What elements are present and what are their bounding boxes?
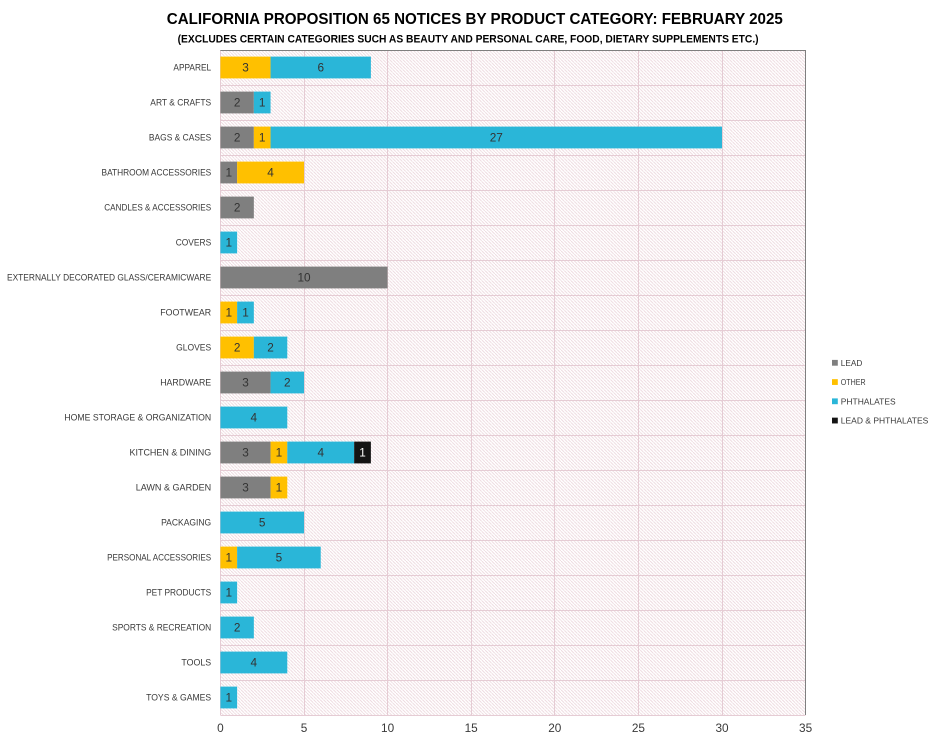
svg-text:CALIFORNIA PROPOSITION 65 NOTI: CALIFORNIA PROPOSITION 65 NOTICES BY PRO… <box>167 11 783 28</box>
svg-text:1: 1 <box>242 306 249 320</box>
svg-text:1: 1 <box>225 691 232 705</box>
svg-text:LEAD & PHTHALATES: LEAD & PHTHALATES <box>841 416 929 426</box>
svg-text:4: 4 <box>251 411 258 425</box>
svg-text:2: 2 <box>267 341 274 355</box>
svg-text:4: 4 <box>317 446 324 460</box>
svg-text:0: 0 <box>217 721 224 735</box>
svg-text:15: 15 <box>465 721 479 735</box>
svg-text:FOOTWEAR: FOOTWEAR <box>160 308 211 318</box>
svg-text:5: 5 <box>259 516 266 530</box>
svg-text:SPORTS & RECREATION: SPORTS & RECREATION <box>112 623 211 633</box>
svg-text:1: 1 <box>276 446 283 460</box>
svg-text:PACKAGING: PACKAGING <box>161 518 211 528</box>
svg-text:CANDLES & ACCESSORIES: CANDLES & ACCESSORIES <box>104 203 211 213</box>
svg-text:2: 2 <box>284 376 291 390</box>
svg-text:1: 1 <box>225 586 232 600</box>
svg-text:3: 3 <box>242 481 249 495</box>
svg-text:PHTHALATES: PHTHALATES <box>841 396 896 406</box>
svg-text:1: 1 <box>225 236 232 250</box>
svg-text:10: 10 <box>381 721 395 735</box>
svg-text:10: 10 <box>297 271 311 285</box>
svg-text:HARDWARE: HARDWARE <box>160 378 211 388</box>
svg-text:BAGS & CASES: BAGS & CASES <box>149 133 211 143</box>
svg-text:TOYS & GAMES: TOYS & GAMES <box>146 693 211 703</box>
svg-text:TOOLS: TOOLS <box>181 658 211 668</box>
svg-text:2: 2 <box>234 621 241 635</box>
svg-text:BATHROOM ACCESSORIES: BATHROOM ACCESSORIES <box>102 168 212 178</box>
svg-text:1: 1 <box>225 166 232 180</box>
svg-text:2: 2 <box>234 131 241 145</box>
svg-text:4: 4 <box>267 166 274 180</box>
svg-text:2: 2 <box>234 96 241 110</box>
svg-text:KITCHEN & DINING: KITCHEN & DINING <box>130 448 212 458</box>
svg-text:3: 3 <box>242 446 249 460</box>
svg-text:20: 20 <box>548 721 562 735</box>
svg-text:HOME STORAGE & ORGANIZATION: HOME STORAGE & ORGANIZATION <box>64 413 211 423</box>
svg-text:(EXCLUDES CERTAIN CATEGORIES S: (EXCLUDES CERTAIN CATEGORIES SUCH AS BEA… <box>178 33 759 45</box>
svg-text:1: 1 <box>359 446 366 460</box>
svg-text:25: 25 <box>632 721 646 735</box>
svg-text:PERSONAL ACCESSORIES: PERSONAL ACCESSORIES <box>107 553 211 563</box>
svg-text:27: 27 <box>490 131 503 145</box>
svg-text:1: 1 <box>276 481 283 495</box>
svg-text:5: 5 <box>276 551 283 565</box>
svg-text:PET PRODUCTS: PET PRODUCTS <box>146 588 211 598</box>
svg-text:COVERS: COVERS <box>176 238 212 248</box>
svg-text:30: 30 <box>715 721 729 735</box>
svg-text:3: 3 <box>242 61 249 75</box>
svg-text:6: 6 <box>317 61 324 75</box>
svg-text:LEAD: LEAD <box>841 358 863 368</box>
svg-text:2: 2 <box>234 201 241 215</box>
svg-text:APPAREL: APPAREL <box>173 63 211 73</box>
svg-text:LAWN & GARDEN: LAWN & GARDEN <box>136 483 212 493</box>
svg-text:ART & CRAFTS: ART & CRAFTS <box>150 98 211 108</box>
svg-text:1: 1 <box>259 131 266 145</box>
svg-text:1: 1 <box>225 306 232 320</box>
svg-text:1: 1 <box>225 551 232 565</box>
svg-text:EXTERNALLY DECORATED GLASS/CER: EXTERNALLY DECORATED GLASS/CERAMICWARE <box>7 273 211 283</box>
svg-text:OTHER: OTHER <box>841 377 866 387</box>
svg-text:GLOVES: GLOVES <box>176 343 211 353</box>
svg-text:2: 2 <box>234 341 241 355</box>
svg-text:3: 3 <box>242 376 249 390</box>
svg-text:35: 35 <box>799 721 813 735</box>
svg-text:5: 5 <box>301 721 308 735</box>
svg-text:4: 4 <box>251 656 258 670</box>
svg-text:1: 1 <box>259 96 266 110</box>
